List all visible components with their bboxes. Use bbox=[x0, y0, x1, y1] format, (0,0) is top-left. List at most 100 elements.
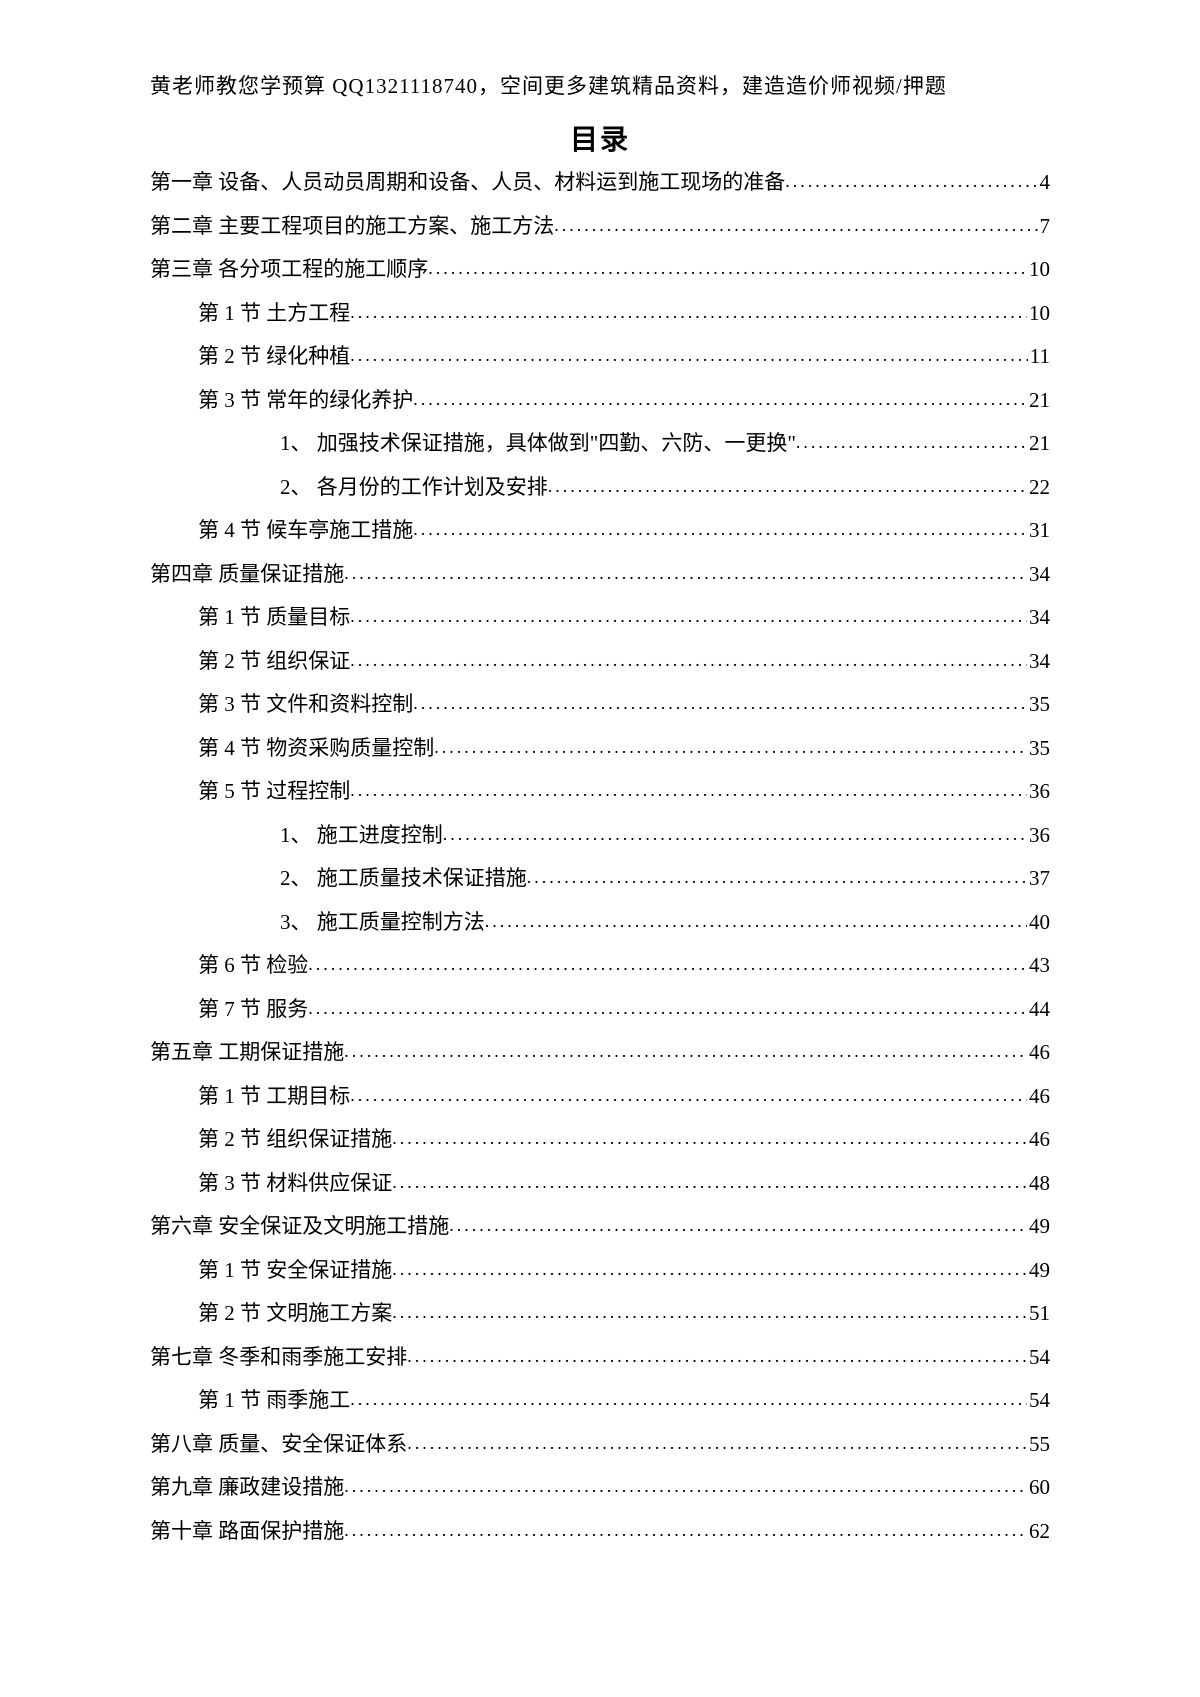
toc-entry: 第 1 节 雨季施工 54 bbox=[150, 1390, 1050, 1411]
toc-entry-page: 36 bbox=[1027, 781, 1050, 802]
toc-entry-label: 第 3 节 常年的绿化养护 bbox=[198, 390, 413, 411]
toc-entry: 第 1 节 土方工程 10 bbox=[150, 303, 1050, 324]
toc-entry: 第九章 廉政建设措施60 bbox=[150, 1477, 1050, 1498]
toc-dot-leader bbox=[350, 1390, 1027, 1408]
toc-entry-label: 第 2 节 组织保证措施 bbox=[198, 1129, 392, 1150]
toc-entry-label: 第四章 质量保证措施 bbox=[150, 564, 344, 585]
toc-entry: 第 3 节 材料供应保证48 bbox=[150, 1173, 1050, 1194]
toc-entry-page: 21 bbox=[1027, 433, 1050, 454]
toc-dot-leader bbox=[350, 781, 1027, 799]
toc-entry: 第 4 节 物资采购质量控制35 bbox=[150, 738, 1050, 759]
toc-entry-label: 3、 施工质量控制方法 bbox=[280, 912, 485, 933]
toc-dot-leader bbox=[527, 868, 1027, 886]
toc-entry-page: 55 bbox=[1027, 1434, 1050, 1455]
toc-entry-label: 第五章 工期保证措施 bbox=[150, 1042, 344, 1063]
toc-entry-label: 第 2 节 组织保证 bbox=[198, 651, 350, 672]
toc-entry-page: 40 bbox=[1027, 912, 1050, 933]
toc-entry-page: 11 bbox=[1028, 346, 1050, 367]
toc-entry-label: 第 2 节 文明施工方案 bbox=[198, 1303, 392, 1324]
toc-entry: 1、 加强技术保证措施，具体做到"四勤、六防、一更换" 21 bbox=[150, 433, 1050, 454]
toc-entry: 3、 施工质量控制方法 40 bbox=[150, 912, 1050, 933]
toc-entry-page: 10 bbox=[1027, 259, 1050, 280]
toc-entry-label: 第 4 节 物资采购质量控制 bbox=[198, 738, 434, 759]
toc-entry-page: 7 bbox=[1038, 216, 1051, 237]
toc-entry: 第 3 节 常年的绿化养护 21 bbox=[150, 390, 1050, 411]
toc-entry-page: 34 bbox=[1027, 564, 1050, 585]
toc-entry: 第 1 节 质量目标 34 bbox=[150, 607, 1050, 628]
toc-entry-page: 31 bbox=[1027, 520, 1050, 541]
toc-entry: 2、 各月份的工作计划及安排 22 bbox=[150, 477, 1050, 498]
toc-dot-leader bbox=[413, 390, 1027, 408]
toc-entry-page: 22 bbox=[1027, 477, 1050, 498]
toc-dot-leader bbox=[350, 651, 1027, 669]
toc-dot-leader bbox=[344, 1521, 1027, 1539]
toc-entry-label: 第九章 廉政建设措施 bbox=[150, 1477, 344, 1498]
toc-entry-page: 34 bbox=[1027, 607, 1050, 628]
toc-dot-leader bbox=[554, 216, 1037, 234]
toc-dot-leader bbox=[344, 1477, 1027, 1495]
toc-dot-leader bbox=[350, 303, 1027, 321]
toc-dot-leader bbox=[443, 825, 1027, 843]
toc-dot-leader bbox=[344, 1042, 1027, 1060]
toc-entry: 第 2 节 绿化种植 11 bbox=[150, 346, 1050, 367]
toc-entry-label: 第 6 节 检验 bbox=[198, 955, 308, 976]
toc-dot-leader bbox=[548, 477, 1027, 495]
toc-entry-page: 43 bbox=[1027, 955, 1050, 976]
toc-dot-leader bbox=[796, 433, 1027, 451]
toc-title: 目录 bbox=[150, 118, 1050, 158]
toc-entry-label: 第 1 节 土方工程 bbox=[198, 303, 350, 324]
toc-entry-label: 第六章 安全保证及文明施工措施 bbox=[150, 1216, 449, 1237]
page-header: 黄老师教您学预算 QQ1321118740，空间更多建筑精品资料，建造造价师视频… bbox=[150, 70, 1050, 100]
toc-entry-label: 第七章 冬季和雨季施工安排 bbox=[150, 1347, 407, 1368]
toc-entry-label: 第 2 节 绿化种植 bbox=[198, 346, 350, 367]
toc-entry: 第 4 节 候车亭施工措施31 bbox=[150, 520, 1050, 541]
toc-entry-page: 35 bbox=[1027, 694, 1050, 715]
toc-entry-label: 第十章 路面保护措施 bbox=[150, 1521, 344, 1542]
toc-entry-label: 第 1 节 工期目标 bbox=[198, 1086, 350, 1107]
toc-dot-leader bbox=[413, 520, 1027, 538]
toc-dot-leader bbox=[407, 1434, 1027, 1452]
toc-entry: 第 6 节 检验 43 bbox=[150, 955, 1050, 976]
toc-dot-leader bbox=[344, 564, 1027, 582]
toc-entry-page: 54 bbox=[1027, 1390, 1050, 1411]
toc-dot-leader bbox=[308, 955, 1027, 973]
toc-dot-leader bbox=[785, 172, 1037, 190]
toc-dot-leader bbox=[449, 1216, 1027, 1234]
toc-dot-leader bbox=[392, 1260, 1027, 1278]
toc-entry: 第四章 质量保证措施 34 bbox=[150, 564, 1050, 585]
toc-entry: 第二章 主要工程项目的施工方案、施工方法7 bbox=[150, 216, 1050, 237]
toc-entry: 第 2 节 组织保证34 bbox=[150, 651, 1050, 672]
toc-entry: 第一章 设备、人员动员周期和设备、人员、材料运到施工现场的准备4 bbox=[150, 172, 1050, 193]
toc-entry-page: 21 bbox=[1027, 390, 1050, 411]
toc-entry: 1、 施工进度控制36 bbox=[150, 825, 1050, 846]
toc-entry: 第 3 节 文件和资料控制 35 bbox=[150, 694, 1050, 715]
toc-entry: 第三章 各分项工程的施工顺序 10 bbox=[150, 259, 1050, 280]
toc-entry-label: 1、 施工进度控制 bbox=[280, 825, 443, 846]
toc-dot-leader bbox=[350, 346, 1028, 364]
toc-entry-label: 1、 加强技术保证措施，具体做到"四勤、六防、一更换" bbox=[280, 433, 796, 454]
toc-entry: 第 5 节 过程控制36 bbox=[150, 781, 1050, 802]
toc-entry-page: 62 bbox=[1027, 1521, 1050, 1542]
toc-entry-label: 第 3 节 文件和资料控制 bbox=[198, 694, 413, 715]
toc-entry-page: 4 bbox=[1038, 172, 1051, 193]
toc-entry-page: 10 bbox=[1027, 303, 1050, 324]
toc-dot-leader bbox=[485, 912, 1027, 930]
toc-entry-label: 第 1 节 质量目标 bbox=[198, 607, 350, 628]
toc-entry-label: 2、 各月份的工作计划及安排 bbox=[280, 477, 548, 498]
toc-dot-leader bbox=[350, 1086, 1027, 1104]
toc-entry-page: 46 bbox=[1027, 1086, 1050, 1107]
toc-entry-page: 46 bbox=[1027, 1129, 1050, 1150]
toc-dot-leader bbox=[392, 1303, 1027, 1321]
toc-entry: 第 7 节 服务44 bbox=[150, 999, 1050, 1020]
toc-entry: 2、 施工质量技术保证措施37 bbox=[150, 868, 1050, 889]
toc-entry-page: 51 bbox=[1027, 1303, 1050, 1324]
toc-entry: 第七章 冬季和雨季施工安排54 bbox=[150, 1347, 1050, 1368]
toc-dot-leader bbox=[434, 738, 1027, 756]
toc-entry-label: 2、 施工质量技术保证措施 bbox=[280, 868, 527, 889]
toc-dot-leader bbox=[407, 1347, 1027, 1365]
toc-entry: 第 1 节 工期目标 46 bbox=[150, 1086, 1050, 1107]
toc-entry-label: 第 1 节 雨季施工 bbox=[198, 1390, 350, 1411]
toc-entry-label: 第八章 质量、安全保证体系 bbox=[150, 1434, 407, 1455]
toc-entry-page: 44 bbox=[1027, 999, 1050, 1020]
toc-entry-label: 第三章 各分项工程的施工顺序 bbox=[150, 259, 428, 280]
